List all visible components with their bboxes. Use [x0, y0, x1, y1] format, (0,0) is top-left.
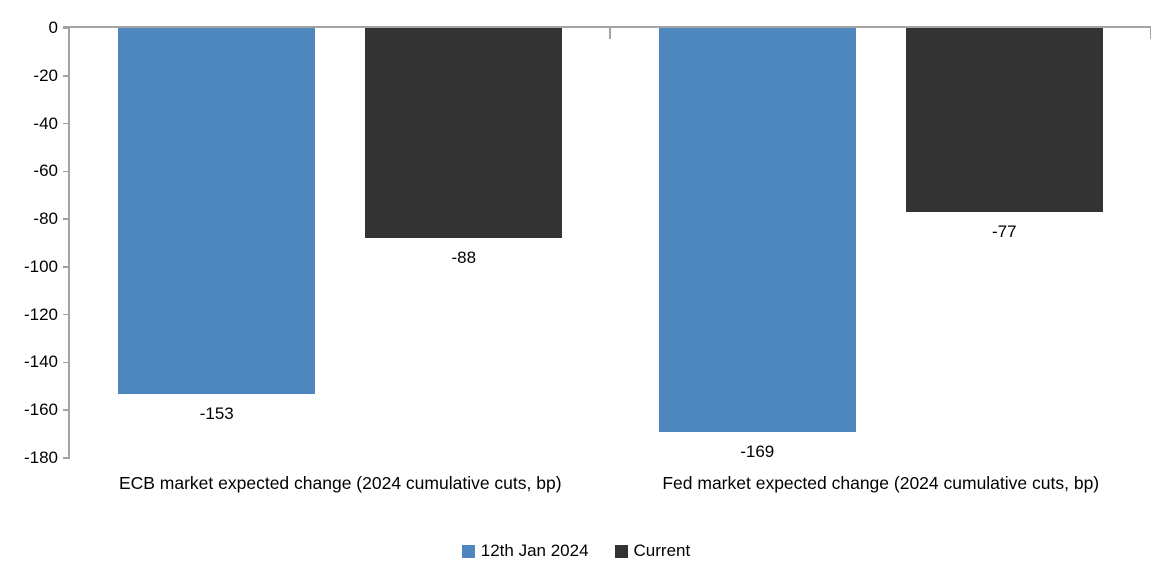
y-tick-mark [63, 409, 70, 411]
y-axis-line [68, 28, 70, 458]
x-tick-mark [609, 28, 611, 39]
category-axis-label: ECB market expected change (2024 cumulat… [118, 473, 562, 493]
y-tick-label: -180 [23, 448, 58, 467]
legend: 12th Jan 2024 Current [0, 541, 1152, 561]
legend-label: 12th Jan 2024 [480, 541, 589, 560]
y-tick-mark [63, 218, 70, 220]
y-tick-mark [63, 457, 70, 459]
y-tick-label: -100 [23, 256, 58, 276]
y-tick-mark [63, 266, 70, 268]
bar-data-label: -88 [451, 248, 477, 268]
y-tick-label: -20 [33, 65, 58, 85]
y-tick-label: -120 [23, 304, 58, 324]
bar [118, 28, 316, 394]
y-tick-mark [63, 361, 70, 364]
y-tick-label: -80 [33, 209, 58, 229]
legend-item: 12th Jan 2024 [461, 541, 589, 561]
y-tick-label: -160 [23, 400, 58, 420]
x-tick-mark [1149, 28, 1151, 39]
bar-data-label: -169 [740, 441, 775, 461]
y-tick-mark [63, 313, 70, 316]
y-tick-mark [63, 75, 70, 77]
bar [905, 28, 1103, 212]
y-tick-label: -140 [23, 352, 58, 372]
category-axis-label: Fed market expected change (2024 cumulat… [662, 473, 1100, 493]
bar [365, 28, 563, 239]
y-tick-mark [63, 170, 70, 173]
y-tick-label: -60 [33, 161, 58, 181]
bar-data-label: -77 [991, 221, 1017, 241]
y-tick-label: -40 [33, 113, 58, 133]
legend-item: Current [614, 541, 691, 561]
legend-label: Current [633, 541, 691, 560]
legend-swatch-icon [461, 544, 475, 558]
y-tick-mark [63, 27, 70, 29]
y-tick-label: 0 [48, 18, 58, 37]
bar-data-label: -153 [199, 403, 234, 423]
bar [658, 28, 856, 432]
x-axis-line [63, 26, 1151, 28]
legend-swatch-icon [614, 544, 628, 558]
y-tick-mark [63, 122, 70, 125]
